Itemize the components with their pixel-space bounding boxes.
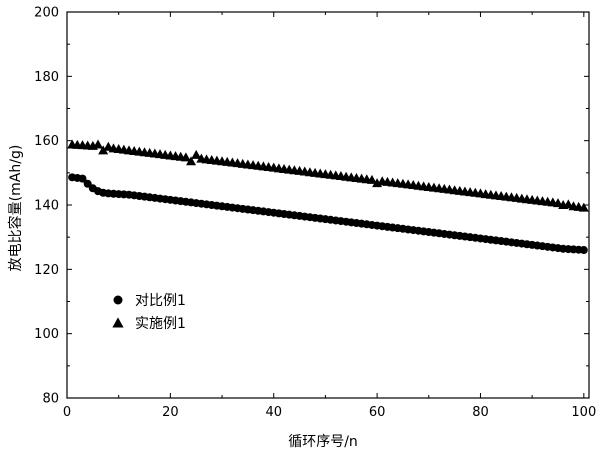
y-tick-label: 200: [34, 6, 59, 21]
data-point: [93, 139, 104, 149]
data-point: [98, 145, 109, 155]
legend-label: 对比例1: [135, 293, 186, 309]
y-axis-title: 放电比容量(mAh/g): [7, 145, 24, 272]
y-tick-label: 160: [34, 134, 59, 149]
series-1: [68, 173, 588, 255]
legend: 对比例1 实施例1: [112, 293, 186, 332]
data-point: [186, 156, 197, 166]
data-point: [191, 149, 202, 159]
plot-area-border: [66, 11, 590, 399]
plot-frame: [66, 11, 590, 399]
data-point: [78, 174, 87, 183]
x-tick-label: 20: [162, 405, 179, 420]
data-point: [83, 179, 92, 188]
data-point: [579, 246, 588, 255]
y-tick-label: 80: [42, 392, 59, 407]
legend-label: 实施例1: [135, 316, 186, 332]
series-layer: [67, 139, 589, 255]
y-tick-label: 120: [34, 263, 59, 278]
x-tick-label: 0: [63, 405, 71, 420]
legend-marker: [112, 317, 124, 328]
x-tick-label: 40: [265, 405, 282, 420]
y-tick-label: 100: [34, 327, 59, 342]
series-2: [67, 139, 589, 212]
y-tick-label: 180: [34, 70, 59, 85]
data-point: [366, 174, 377, 184]
x-tick-label: 100: [571, 405, 596, 420]
y-axis: 80 100 120 140 160 180 200: [34, 6, 589, 407]
legend-marker: [113, 295, 123, 305]
x-tick-label: 80: [472, 405, 489, 420]
x-tick-label: 60: [369, 405, 386, 420]
data-point: [578, 202, 589, 212]
y-tick-label: 140: [34, 199, 59, 214]
data-point: [180, 152, 191, 162]
x-axis: 0 20 40 60 80 100: [63, 12, 596, 420]
x-axis-title: 循环序号/n: [288, 434, 358, 450]
